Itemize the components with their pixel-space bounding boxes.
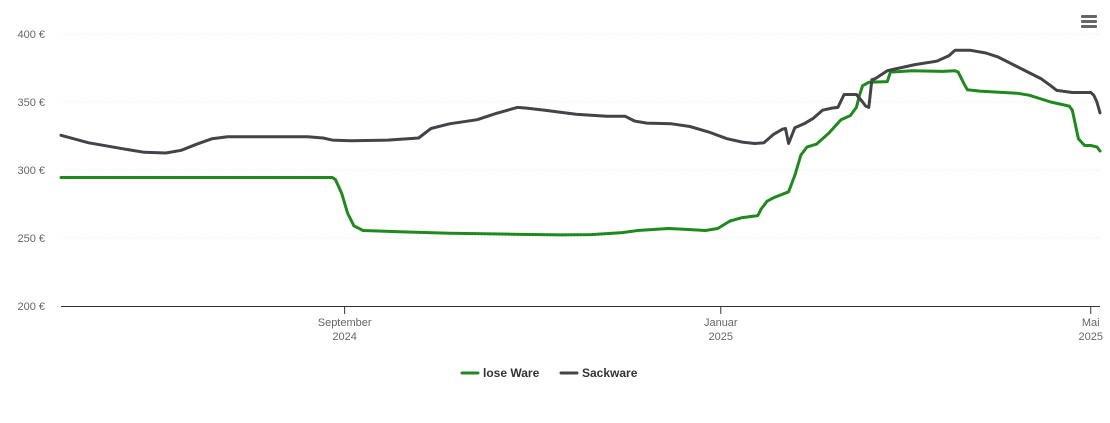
legend-item-sackware[interactable]: Sackware xyxy=(559,366,638,380)
x-tick-label-year: 2025 xyxy=(1079,331,1103,343)
y-tick-label: 300 € xyxy=(17,165,45,177)
y-tick-label: 250 € xyxy=(17,233,45,245)
series-line-lose-ware[interactable] xyxy=(59,69,1102,237)
legend-item-lose-ware[interactable]: lose Ware xyxy=(460,366,540,380)
y-axis-labels: 200 € 250 € 300 € 350 € 400 € xyxy=(17,29,45,313)
y-tick-label: 350 € xyxy=(17,97,45,109)
legend: lose Ware Sackware xyxy=(460,366,638,380)
series-line-sackware[interactable] xyxy=(59,48,1102,155)
y-tick-label: 200 € xyxy=(17,301,45,313)
x-axis: September 2024 Januar 2025 Mai 2025 xyxy=(61,306,1103,343)
series-lines xyxy=(59,48,1102,237)
legend-label: lose Ware xyxy=(483,366,540,380)
chart-menu-button[interactable] xyxy=(1076,10,1102,32)
grid-lines xyxy=(61,33,1100,239)
hamburger-menu-icon xyxy=(1081,15,1097,28)
x-tick-label-month: September xyxy=(318,317,372,329)
x-tick-label-year: 2025 xyxy=(709,331,733,343)
legend-label: Sackware xyxy=(582,366,638,380)
y-tick-label: 400 € xyxy=(17,29,45,41)
x-tick-label-month: Januar xyxy=(704,317,738,329)
x-tick-label-year: 2024 xyxy=(332,331,356,343)
x-tick-label-month: Mai xyxy=(1082,317,1100,329)
